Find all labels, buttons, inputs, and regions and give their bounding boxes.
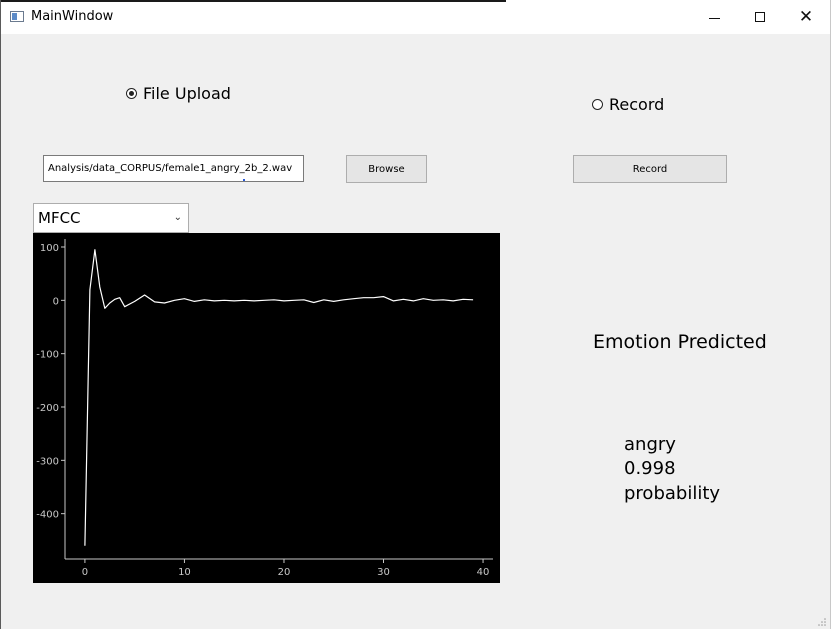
close-icon: ✕ <box>798 7 814 27</box>
x-tick-label: 40 <box>477 567 490 578</box>
emotion-predicted-heading: Emotion Predicted <box>593 331 767 353</box>
app-window-icon <box>10 11 24 22</box>
x-tick-label: 20 <box>278 567 291 578</box>
chevron-down-icon: ⌄ <box>173 212 182 223</box>
record-radio-label: Record <box>609 95 665 114</box>
mfcc-plot: 100 0 -100 -200 -300 -400 0 10 20 30 40 <box>33 233 500 583</box>
minimize-button[interactable] <box>691 0 737 34</box>
title-bar: MainWindow ✕ <box>1 0 830 34</box>
x-tick-label: 0 <box>82 567 88 578</box>
record-button[interactable]: Record <box>573 155 727 183</box>
x-tick-label: 10 <box>178 567 191 578</box>
maximize-button[interactable] <box>737 0 783 34</box>
minimize-icon <box>708 17 720 19</box>
browse-button[interactable]: Browse <box>346 155 427 183</box>
feature-select-value: MFCC <box>38 209 81 227</box>
record-radio[interactable]: Record <box>592 95 664 114</box>
close-button[interactable]: ✕ <box>783 0 829 34</box>
probability-label: probability <box>624 483 721 504</box>
y-tick-label: -400 <box>36 510 59 521</box>
maximize-icon <box>755 12 765 22</box>
predicted-probability: 0.998 <box>624 458 676 479</box>
y-tick-label: -200 <box>36 403 59 414</box>
predicted-emotion: angry <box>624 434 676 455</box>
file-path-value: Analysis/data_CORPUS/female1_angry_2b_2.… <box>48 163 293 174</box>
text-caret <box>243 179 245 181</box>
file-upload-radio[interactable]: File Upload <box>126 84 231 103</box>
radio-checked-icon <box>126 88 137 99</box>
y-tick-label: -100 <box>36 350 59 361</box>
y-tick-label: 0 <box>53 296 59 307</box>
x-tick-label: 30 <box>377 567 390 578</box>
y-tick-label: -300 <box>36 456 59 467</box>
y-tick-label: 100 <box>40 243 59 254</box>
mfcc-series-line <box>84 249 474 546</box>
window-title: MainWindow <box>31 9 114 24</box>
resize-grip-icon[interactable] <box>818 618 826 626</box>
file-upload-radio-label: File Upload <box>143 84 231 103</box>
mfcc-plot-svg: 100 0 -100 -200 -300 -400 0 10 20 30 40 <box>36 239 493 578</box>
file-path-input[interactable]: Analysis/data_CORPUS/female1_angry_2b_2.… <box>43 155 304 182</box>
radio-unchecked-icon <box>592 99 603 110</box>
title-bar-top-edge <box>1 0 506 2</box>
feature-select[interactable]: MFCC ⌄ <box>33 203 189 233</box>
